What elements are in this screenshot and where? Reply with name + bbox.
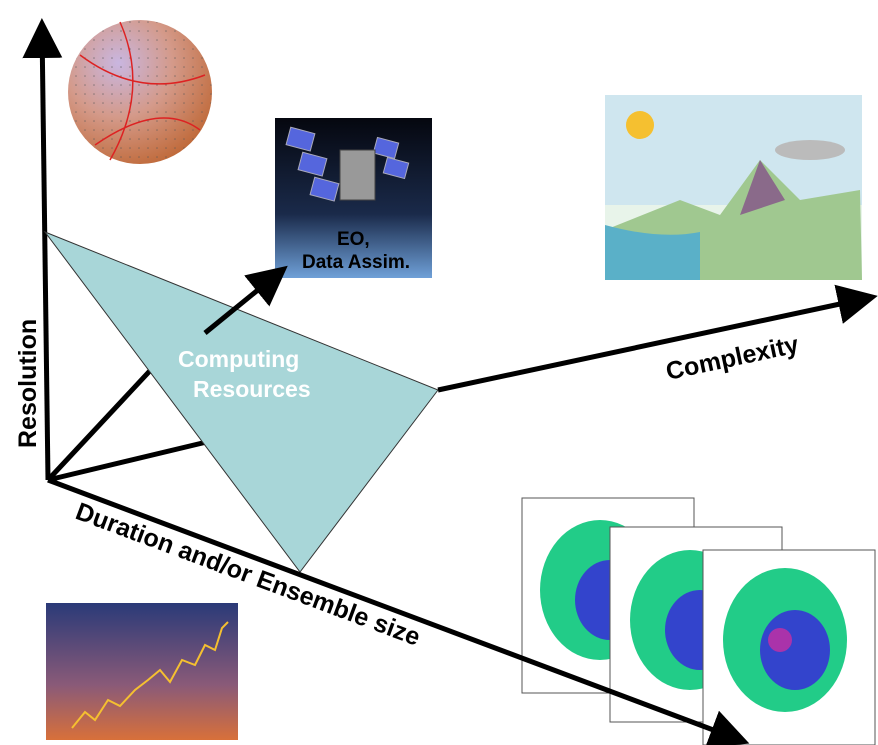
satellite-label: Data Assim. <box>302 252 410 273</box>
svg-text:EO, Data Assim.: EO, Data Assim. <box>302 229 410 273</box>
axis-edge <box>47 437 216 483</box>
resolution-axis <box>22 18 63 481</box>
duration-axis <box>47 477 750 745</box>
inset-chart <box>46 603 238 740</box>
svg-text:Computing Resources: Computing Resources <box>178 346 311 402</box>
axis-edge <box>46 358 162 482</box>
complexity-axis <box>437 284 878 393</box>
computing-triangle <box>43 230 439 573</box>
satellite-label: EO, <box>337 229 370 250</box>
sphere-image <box>68 20 212 164</box>
climate-system-image <box>605 95 862 280</box>
center-label: Computing <box>178 346 299 372</box>
satellite-image: EO, Data Assim. <box>275 118 432 278</box>
center-label: Resources <box>193 376 311 402</box>
eo-arrow <box>203 265 288 335</box>
resolution-label: Resolution <box>14 319 42 448</box>
ensemble-maps <box>521 497 876 745</box>
